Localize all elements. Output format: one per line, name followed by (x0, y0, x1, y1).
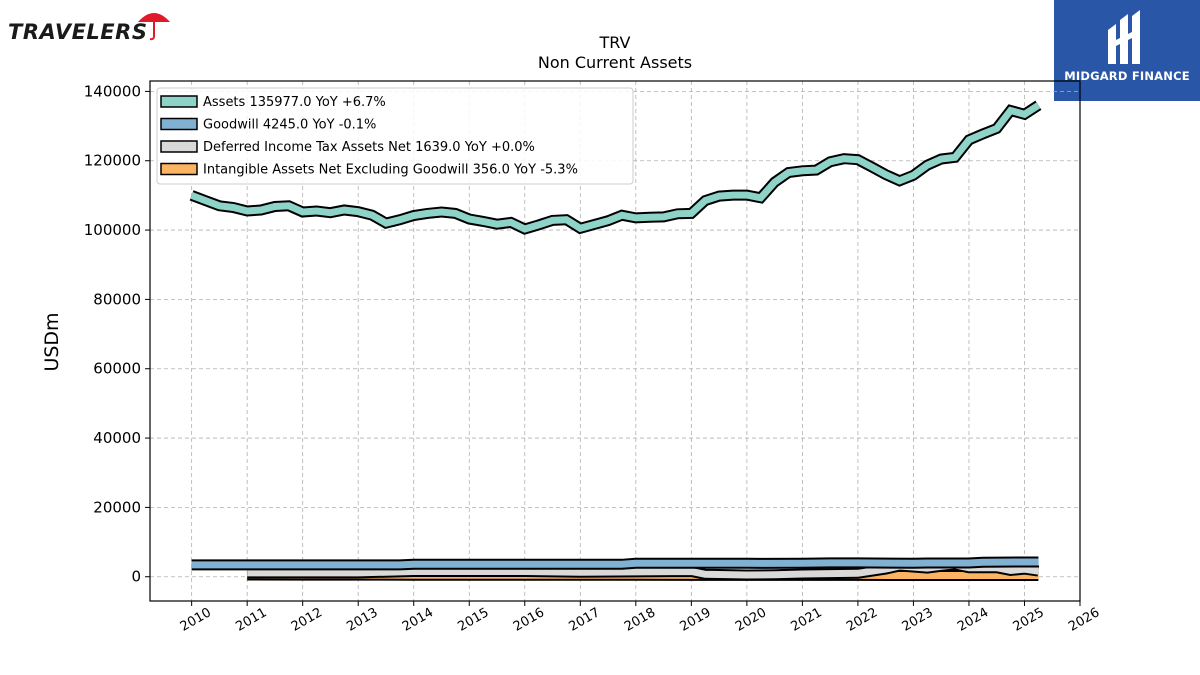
series-line (190, 102, 1041, 233)
x-tick-label: 2011 (233, 605, 269, 635)
legend-entry: Assets 135977.0 YoY +6.7% (203, 95, 386, 110)
chart-subtitle: Non Current Assets (538, 53, 692, 72)
plot-frame (149, 80, 1081, 602)
series-line (191, 558, 1039, 569)
x-tick-label: 2017 (566, 605, 602, 635)
x-tick-label: 2024 (955, 605, 991, 635)
y-tick-label: 140000 (84, 82, 141, 100)
series-1 (191, 556, 1039, 571)
x-tick-label: 2013 (344, 605, 380, 635)
legend-swatch (160, 117, 198, 131)
series-layer (189, 100, 1042, 581)
x-tick-label: 2010 (178, 605, 214, 635)
series-0 (189, 100, 1042, 235)
x-tick-label: 2021 (789, 605, 825, 635)
y-tick-label: 20000 (93, 498, 141, 516)
midgard-finance-logo: MIDGARD FINANCE (1054, 0, 1200, 101)
x-tick-label: 2018 (622, 605, 658, 635)
legend-box (156, 87, 634, 185)
x-tick-label: 2023 (900, 605, 936, 635)
x-tick-label: 2026 (1066, 605, 1102, 635)
y-tick-label: 120000 (84, 152, 141, 170)
y-tick-label: 40000 (93, 429, 141, 447)
x-tick-label: 2012 (289, 605, 325, 635)
midgard-mark-icon (1108, 10, 1140, 64)
y-tick-label: 0 (131, 568, 141, 586)
legend-entry: Intangible Assets Net Excluding Goodwill… (203, 163, 578, 178)
travelers-logo: TRAVELERS (6, 6, 176, 46)
y-axis-label: USDm (41, 312, 63, 371)
x-tick-label: 2025 (1011, 605, 1047, 635)
x-tick-label: 2019 (678, 605, 714, 635)
legend-swatch (160, 140, 198, 153)
legend-entry: Deferred Income Tax Assets Net 1639.0 Yo… (203, 140, 535, 155)
chart-title: TRV (599, 33, 631, 52)
travelers-logo-text: TRAVELERS (8, 20, 148, 44)
x-tick-label: 2022 (844, 605, 880, 635)
legend-swatch (160, 162, 198, 176)
umbrella-icon (138, 13, 170, 41)
legend: Assets 135977.0 YoY +6.7% Goodwill 4245.0… (156, 87, 634, 185)
legend-swatch (160, 95, 198, 108)
x-tick-label: 2015 (455, 605, 491, 635)
legend-entry: Goodwill 4245.0 YoY -0.1% (203, 118, 376, 133)
y-tick-label: 80000 (93, 290, 141, 308)
x-tick-label: 2014 (400, 605, 436, 635)
midgard-logo-text: MIDGARD FINANCE (1064, 69, 1190, 83)
x-tick-label: 2020 (733, 605, 769, 635)
y-tick-label: 100000 (84, 221, 141, 239)
x-tick-label: 2016 (511, 605, 547, 635)
y-tick-label: 60000 (93, 360, 141, 378)
